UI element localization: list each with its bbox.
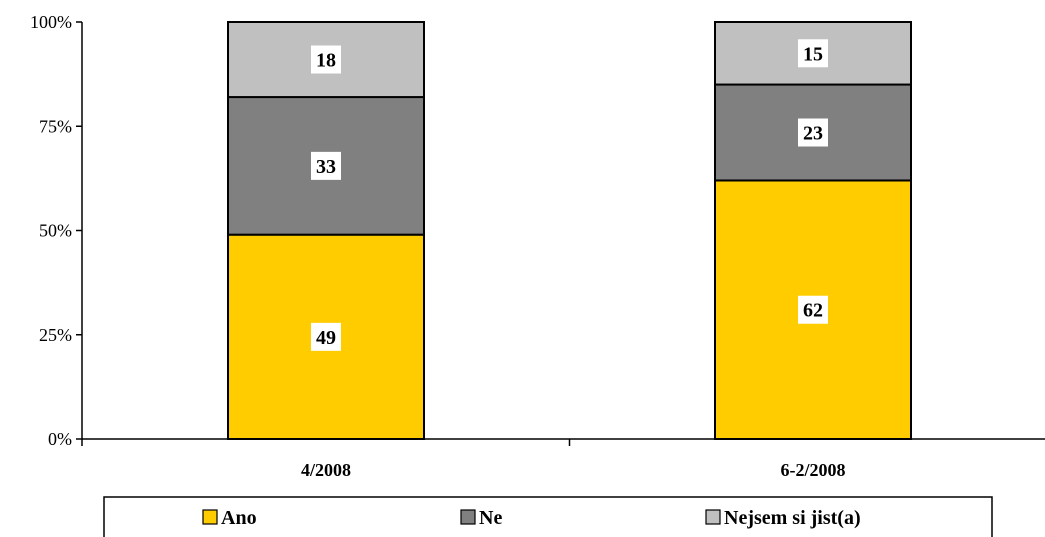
- value-label: 62: [803, 300, 823, 322]
- x-category-label: 4/2008: [301, 460, 351, 480]
- legend-box: [103, 496, 993, 537]
- legend-swatch: [460, 509, 476, 525]
- y-tick-label: 75%: [39, 116, 72, 136]
- legend-label: Ano: [221, 507, 257, 529]
- value-label-box: [798, 39, 828, 68]
- value-label: 49: [316, 327, 336, 349]
- value-label: 33: [316, 156, 336, 178]
- legend-swatch: [705, 509, 721, 525]
- value-label-box: [311, 322, 341, 351]
- x-category-label: 6-2/2008: [781, 460, 846, 480]
- value-label-box: [798, 295, 828, 324]
- legend-label: Ne: [479, 507, 502, 529]
- value-label-box: [311, 45, 341, 74]
- legend: Ano Ne Nejsem si jist(a): [103, 496, 993, 537]
- value-label-box: [311, 151, 341, 180]
- legend-label: Nejsem si jist(a): [724, 507, 861, 529]
- y-tick-label: 50%: [39, 221, 72, 241]
- axes-group: 0% 25% 50% 75% 100% 4/2008 6-2/2008: [30, 12, 1045, 480]
- value-labels-group: 49 33 18 62 23 15: [311, 39, 828, 351]
- legend-swatch: [202, 509, 218, 525]
- y-tick-label: 25%: [39, 325, 72, 345]
- value-label: 15: [803, 43, 823, 65]
- y-tick-label: 100%: [30, 12, 72, 32]
- value-label-box: [798, 118, 828, 147]
- value-label: 18: [316, 50, 336, 72]
- y-tick-label: 0%: [48, 429, 72, 449]
- value-label: 23: [803, 123, 823, 145]
